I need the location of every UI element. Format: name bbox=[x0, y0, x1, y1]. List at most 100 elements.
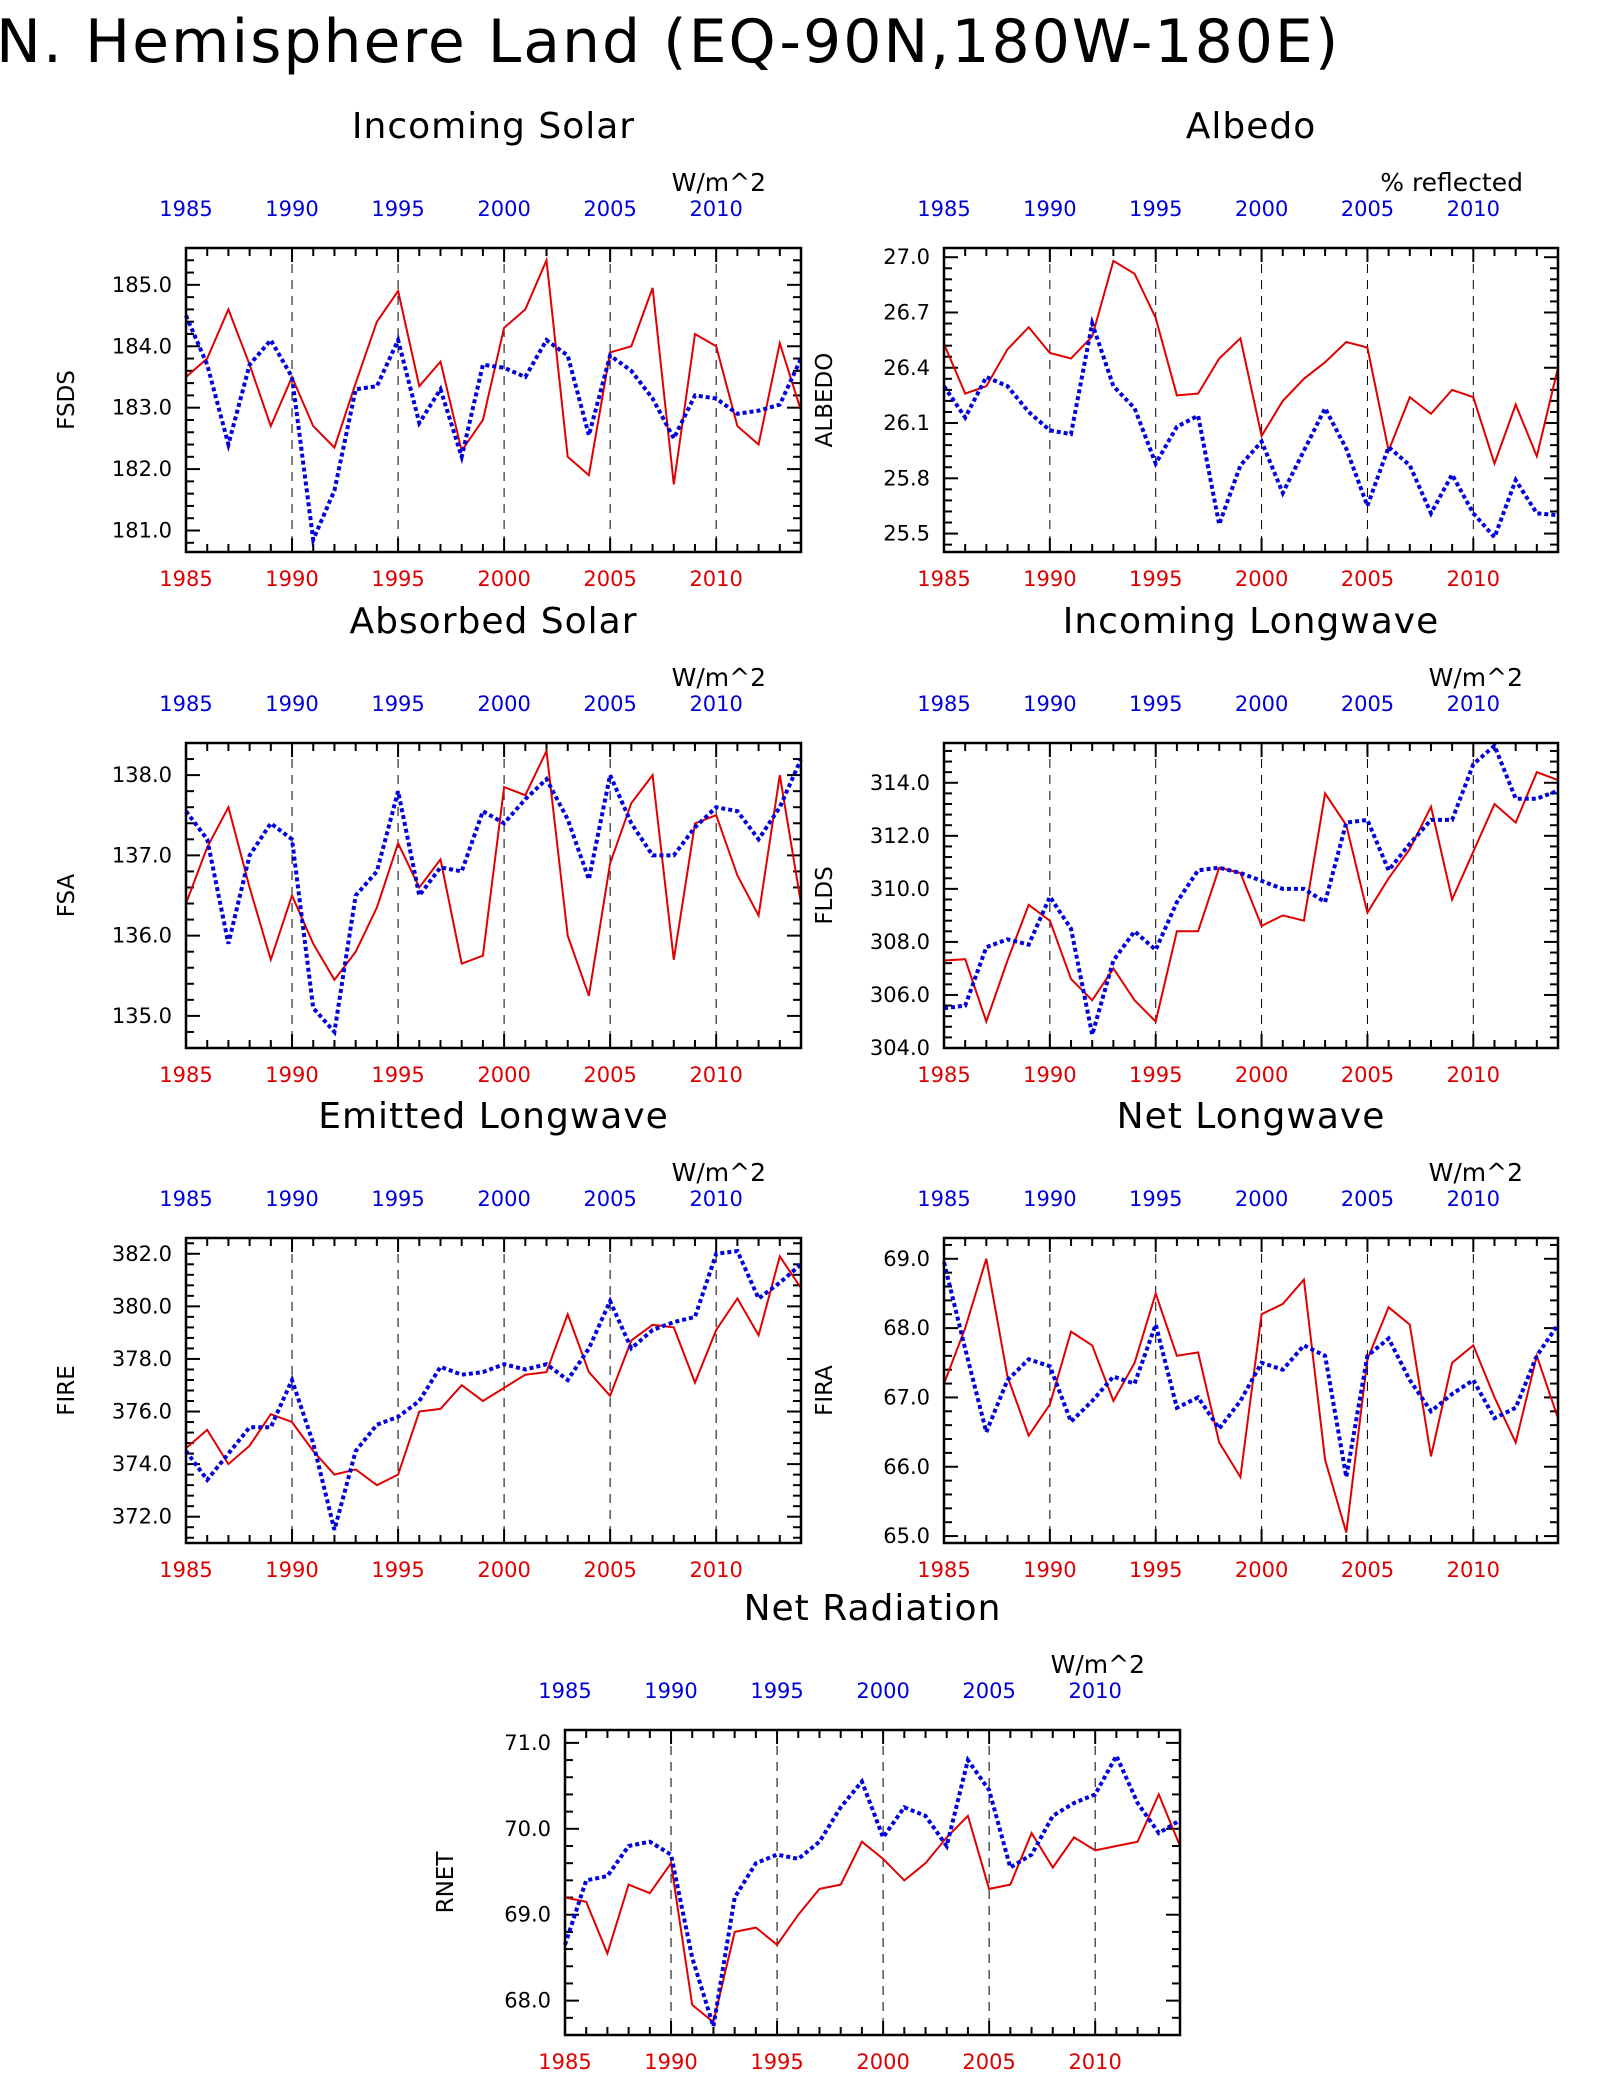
panel-2-ytick-label: 26.7 bbox=[883, 300, 930, 324]
panel-7-xtick-bottom-label: 2000 bbox=[856, 2050, 909, 2074]
panel-2-ytick-label: 25.5 bbox=[883, 522, 930, 546]
panel-4-ylabel: FLDS bbox=[812, 866, 838, 924]
panel-1-xtick-top-label: 2010 bbox=[689, 197, 742, 221]
panel-4-xtick-top-label: 2010 bbox=[1447, 692, 1500, 716]
panel-2-xtick-bottom-label: 1995 bbox=[1129, 567, 1182, 591]
panel-6-units: W/m^2 bbox=[1429, 1158, 1523, 1187]
panel-1-xtick-top-label: 1990 bbox=[265, 197, 318, 221]
panel-3-xtick-bottom-label: 2000 bbox=[477, 1063, 530, 1087]
panel-6-ytick-label: 65.0 bbox=[883, 1524, 930, 1548]
panel-5-series-blue-dotted-line bbox=[184, 1248, 803, 1531]
panel-7-ytick-label: 70.0 bbox=[504, 1817, 551, 1841]
panel-4-xtick-bottom-label: 2010 bbox=[1447, 1063, 1500, 1087]
panel-1-ytick-label: 182.0 bbox=[112, 457, 172, 481]
panel-1: Incoming Solar W/m^2 FSDS 181.0 182.0 183.0 18… bbox=[54, 106, 803, 591]
panel-2-xtick-top-label: 1995 bbox=[1129, 197, 1182, 221]
panel-6-xtick-top-label: 1990 bbox=[1023, 1187, 1076, 1211]
panel-1-xtick-top-label: 1985 bbox=[159, 197, 212, 221]
panel-7-ytick-label: 68.0 bbox=[504, 1989, 551, 2013]
panel-3-frame bbox=[184, 741, 803, 1050]
panel-4-ytick-label: 306.0 bbox=[870, 983, 930, 1007]
panel-1-xtick-top-label: 1995 bbox=[371, 197, 424, 221]
panel-6-title: Net Longwave bbox=[1117, 1096, 1386, 1137]
panel-5-xtick-bottom-label: 2000 bbox=[477, 1558, 530, 1582]
panel-3-ytick-label: 135.0 bbox=[112, 1004, 172, 1028]
panel-1-frame bbox=[184, 246, 803, 554]
panel-7-ylabel: RNET bbox=[433, 1851, 459, 1914]
panel-7-xtick-top-label: 1990 bbox=[644, 1679, 697, 1703]
panel-3-xtick-top-label: 1985 bbox=[159, 692, 212, 716]
panel-1-units: W/m^2 bbox=[672, 168, 766, 197]
panel-2-xtick-bottom-label: 1990 bbox=[1023, 567, 1076, 591]
panel-6: Net Longwave W/m^2 FIRA 65.0 66.0 67.0 68.0 69.… bbox=[812, 1096, 1560, 1582]
panel-1-xtick-bottom-label: 2010 bbox=[689, 567, 742, 591]
panel-6-ytick-label: 68.0 bbox=[883, 1316, 930, 1340]
panel-6-xtick-bottom-label: 1995 bbox=[1129, 1558, 1182, 1582]
panel-5-ytick-label: 382.0 bbox=[112, 1242, 172, 1266]
panel-4-xtick-bottom-label: 1985 bbox=[917, 1063, 970, 1087]
panel-7-ytick-label: 69.0 bbox=[504, 1903, 551, 1927]
panel-5-xtick-bottom-label: 1995 bbox=[371, 1558, 424, 1582]
panel-6-xtick-top-label: 2005 bbox=[1341, 1187, 1394, 1211]
panel-7-title: Net Radiation bbox=[744, 1588, 1002, 1629]
panel-3: Absorbed Solar W/m^2 FSA 135.0 136.0 137.0 138… bbox=[54, 601, 803, 1087]
panel-3-xtick-bottom-label: 2010 bbox=[689, 1063, 742, 1087]
panel-5-xtick-top-label: 1990 bbox=[265, 1187, 318, 1211]
panel-1-ylabel: FSDS bbox=[54, 370, 80, 430]
panel-5-xtick-bottom-label: 2005 bbox=[583, 1558, 636, 1582]
panel-5-ytick-label: 376.0 bbox=[112, 1400, 172, 1424]
panel-2-title: Albedo bbox=[1186, 106, 1317, 147]
panel-7-units: W/m^2 bbox=[1051, 1650, 1145, 1679]
panel-3-title: Absorbed Solar bbox=[349, 601, 637, 642]
panel-2-ytick-label: 25.8 bbox=[883, 466, 930, 490]
panel-4-xtick-top-label: 2005 bbox=[1341, 692, 1394, 716]
panel-3-xtick-top-label: 2000 bbox=[477, 692, 530, 716]
panel-3-series-red-solid-line bbox=[185, 747, 802, 997]
panel-5-minor-ticks bbox=[185, 1238, 802, 1543]
panel-3-xtick-bottom-label: 1995 bbox=[371, 1063, 424, 1087]
panel-3-xtick-top-label: 2010 bbox=[689, 692, 742, 716]
panel-1-xtick-bottom-label: 1995 bbox=[371, 567, 424, 591]
panel-4-ytick-label: 304.0 bbox=[870, 1036, 930, 1060]
panel-6-series-blue-dotted-line bbox=[942, 1261, 1560, 1478]
panel-7-ytick-label: 71.0 bbox=[504, 1731, 551, 1755]
panel-7-series-red-solid-line bbox=[564, 1791, 1181, 2024]
panel-7: Net Radiation W/m^2 RNET 68.0 69.0 70.0 71.0 19… bbox=[433, 1588, 1182, 2074]
panel-6-xtick-bottom-label: 2010 bbox=[1447, 1558, 1500, 1582]
panel-6-xtick-top-label: 1985 bbox=[917, 1187, 970, 1211]
panel-4: Incoming Longwave W/m^2 FLDS 304.0 306.0 308.… bbox=[812, 601, 1560, 1087]
panel-7-xtick-top-label: 2010 bbox=[1068, 1679, 1121, 1703]
panel-5-title: Emitted Longwave bbox=[318, 1096, 669, 1137]
panel-2-xtick-top-label: 1985 bbox=[917, 197, 970, 221]
panel-2-xtick-bottom-label: 1985 bbox=[917, 567, 970, 591]
panel-3-xtick-top-label: 1990 bbox=[265, 692, 318, 716]
panel-1-title: Incoming Solar bbox=[352, 106, 635, 147]
panel-1-ytick-label: 183.0 bbox=[112, 396, 172, 420]
panel-1-xtick-bottom-label: 2005 bbox=[583, 567, 636, 591]
panel-6-xtick-bottom-label: 2005 bbox=[1341, 1558, 1394, 1582]
panel-4-ytick-label: 314.0 bbox=[870, 771, 930, 795]
panel-5-frame bbox=[184, 1236, 803, 1545]
panel-7-xtick-top-label: 2000 bbox=[856, 1679, 909, 1703]
panel-1-xtick-top-label: 2000 bbox=[477, 197, 530, 221]
panel-2: Albedo % reflected ALBEDO 25.5 25.8 26.1 26.4 2… bbox=[812, 106, 1560, 591]
panel-5-xtick-top-label: 2010 bbox=[689, 1187, 742, 1211]
panel-1-ytick-label: 185.0 bbox=[112, 273, 172, 297]
panel-7-xtick-bottom-label: 2010 bbox=[1068, 2050, 1121, 2074]
panel-4-ytick-label: 312.0 bbox=[870, 824, 930, 848]
panel-3-ytick-label: 137.0 bbox=[112, 843, 172, 867]
panel-3-ytick-label: 138.0 bbox=[112, 763, 172, 787]
panel-3-xtick-top-label: 2005 bbox=[583, 692, 636, 716]
panel-4-xtick-top-label: 1995 bbox=[1129, 692, 1182, 716]
panel-4-xtick-top-label: 1990 bbox=[1023, 692, 1076, 716]
panel-5-xtick-bottom-label: 2010 bbox=[689, 1558, 742, 1582]
panel-2-units: % reflected bbox=[1380, 168, 1523, 197]
panel-2-ytick-label: 26.4 bbox=[883, 356, 930, 380]
panel-7-frame bbox=[563, 1728, 1182, 2037]
panel-2-xtick-bottom-label: 2000 bbox=[1235, 567, 1288, 591]
panel-1-xtick-bottom-label: 2000 bbox=[477, 567, 530, 591]
panel-6-frame bbox=[942, 1236, 1560, 1545]
panel-5-series-red-solid-line bbox=[185, 1254, 802, 1487]
panel-2-series-blue-dotted-line bbox=[942, 315, 1559, 542]
